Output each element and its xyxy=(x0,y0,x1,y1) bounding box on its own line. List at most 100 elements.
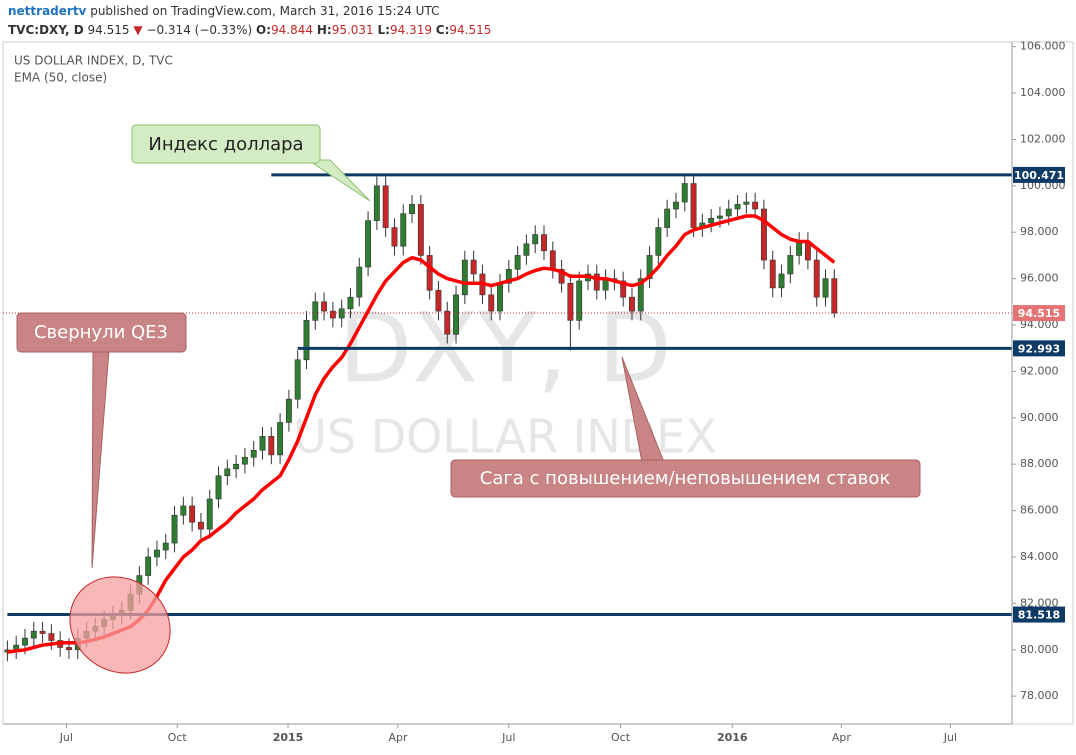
candle-body xyxy=(558,269,565,284)
candle-body xyxy=(725,208,732,217)
candle-body xyxy=(488,294,495,312)
candle-body xyxy=(620,280,627,298)
candle-body xyxy=(796,241,803,256)
candle-body xyxy=(822,278,829,298)
x-tick-label: Jul xyxy=(501,731,515,744)
candle-body xyxy=(285,398,292,423)
candle-body xyxy=(567,282,574,321)
x-tick-label: 2016 xyxy=(717,731,748,744)
level-label: 92.993 xyxy=(1018,342,1060,355)
candle-body xyxy=(206,498,213,530)
candle-body xyxy=(417,204,424,256)
y-tick-label: 80.000 xyxy=(1020,643,1059,656)
candle-body xyxy=(162,542,169,551)
candle-body xyxy=(787,255,794,275)
candle-body xyxy=(373,185,380,221)
last: 94.515 xyxy=(88,23,130,37)
last-price-bg xyxy=(1013,305,1065,322)
arrow: ▼ xyxy=(133,23,143,37)
callout-box xyxy=(16,312,187,353)
level-label-bg xyxy=(1013,166,1065,183)
x-tick-label: Oct xyxy=(168,731,188,744)
candle-body xyxy=(39,630,46,634)
y-tick-label: 94.000 xyxy=(1020,318,1059,331)
published: published on TradingView.com, March 31, … xyxy=(90,4,439,18)
candle-body xyxy=(382,185,389,228)
candle-body xyxy=(593,273,600,291)
candle-body xyxy=(497,282,503,312)
candle-body xyxy=(549,250,556,270)
level-label: 81.518 xyxy=(1018,609,1060,622)
candle-body xyxy=(277,422,284,456)
candle-body xyxy=(294,359,301,400)
annotation-dollar: Индекс доллара xyxy=(131,124,371,202)
annotation-rates: Сага с повышением/неповышением ставок xyxy=(450,356,921,498)
candle-body xyxy=(646,255,653,279)
callout-pointer xyxy=(91,349,110,569)
callout-text: Индекс доллара xyxy=(148,134,303,155)
callout-text: Свернули QE3 xyxy=(34,322,168,343)
candle-body xyxy=(154,549,160,558)
change: −0.314 (−0.33%) xyxy=(146,23,252,37)
l-label: L: xyxy=(378,23,390,37)
chart-title: US DOLLAR INDEX, D, TVC xyxy=(14,54,173,68)
candle-body xyxy=(356,266,363,298)
candle-body xyxy=(145,556,152,576)
candle-body xyxy=(831,278,838,314)
candle-body xyxy=(268,436,275,456)
candle-body xyxy=(743,201,750,205)
axes: 78.000 80.000 82.000 84.000 86.000 88.000 90.0… xyxy=(59,40,1066,744)
candle-body xyxy=(400,213,407,247)
open: 94.844 xyxy=(271,23,313,37)
candle-body xyxy=(250,449,257,458)
candle-body xyxy=(435,289,442,312)
header-line: nettradertv published on TradingView.com… xyxy=(8,4,439,18)
y-tick-label: 82.000 xyxy=(1020,596,1059,609)
author: nettradertv xyxy=(8,4,87,18)
y-tick-label: 104.000 xyxy=(1020,86,1066,99)
y-tick-label: 90.000 xyxy=(1020,411,1059,424)
candle-body xyxy=(66,647,72,651)
last-price-label: 94.515 xyxy=(1018,307,1060,320)
candle-body xyxy=(22,637,28,646)
candle-body xyxy=(30,630,37,639)
candle-body xyxy=(189,505,196,523)
y-tick-label: 106.000 xyxy=(1020,40,1066,53)
candle-body xyxy=(505,269,512,284)
c-label: C: xyxy=(436,23,450,37)
candle-body xyxy=(426,255,433,291)
candle-body xyxy=(321,301,328,312)
o-label: O: xyxy=(256,23,271,37)
candle-body xyxy=(769,259,776,289)
x-tick-label: 2015 xyxy=(273,731,304,744)
y-tick-label: 84.000 xyxy=(1020,550,1059,563)
candle-body xyxy=(734,204,741,210)
candle-body xyxy=(365,220,372,268)
candle-body xyxy=(224,468,231,477)
candle-body xyxy=(391,227,398,247)
candle-body xyxy=(303,320,310,361)
indicator-legend: EMA (50, close) xyxy=(14,71,107,85)
y-tick-label: 92.000 xyxy=(1020,364,1059,377)
candle-body xyxy=(470,259,477,275)
callout-box xyxy=(131,124,321,164)
x-tick-label: Jul xyxy=(943,731,957,744)
candle-body xyxy=(197,521,204,530)
candle-body xyxy=(215,475,222,500)
candle-body xyxy=(576,280,583,321)
candle-body xyxy=(329,310,336,319)
level-label: 100.471 xyxy=(1014,169,1064,182)
x-tick-label: Apr xyxy=(388,731,408,744)
candle-body xyxy=(629,296,635,312)
y-tick-label: 102.000 xyxy=(1020,132,1066,145)
candle-body xyxy=(233,463,240,470)
candle-body xyxy=(532,234,539,245)
candle-body xyxy=(655,227,662,256)
y-tick-label: 96.000 xyxy=(1020,272,1059,285)
candle-body xyxy=(171,514,178,544)
level-label-bg xyxy=(1013,606,1065,623)
candle-body xyxy=(717,215,723,219)
x-tick-label: Apr xyxy=(832,731,852,744)
candle-body xyxy=(48,633,55,641)
